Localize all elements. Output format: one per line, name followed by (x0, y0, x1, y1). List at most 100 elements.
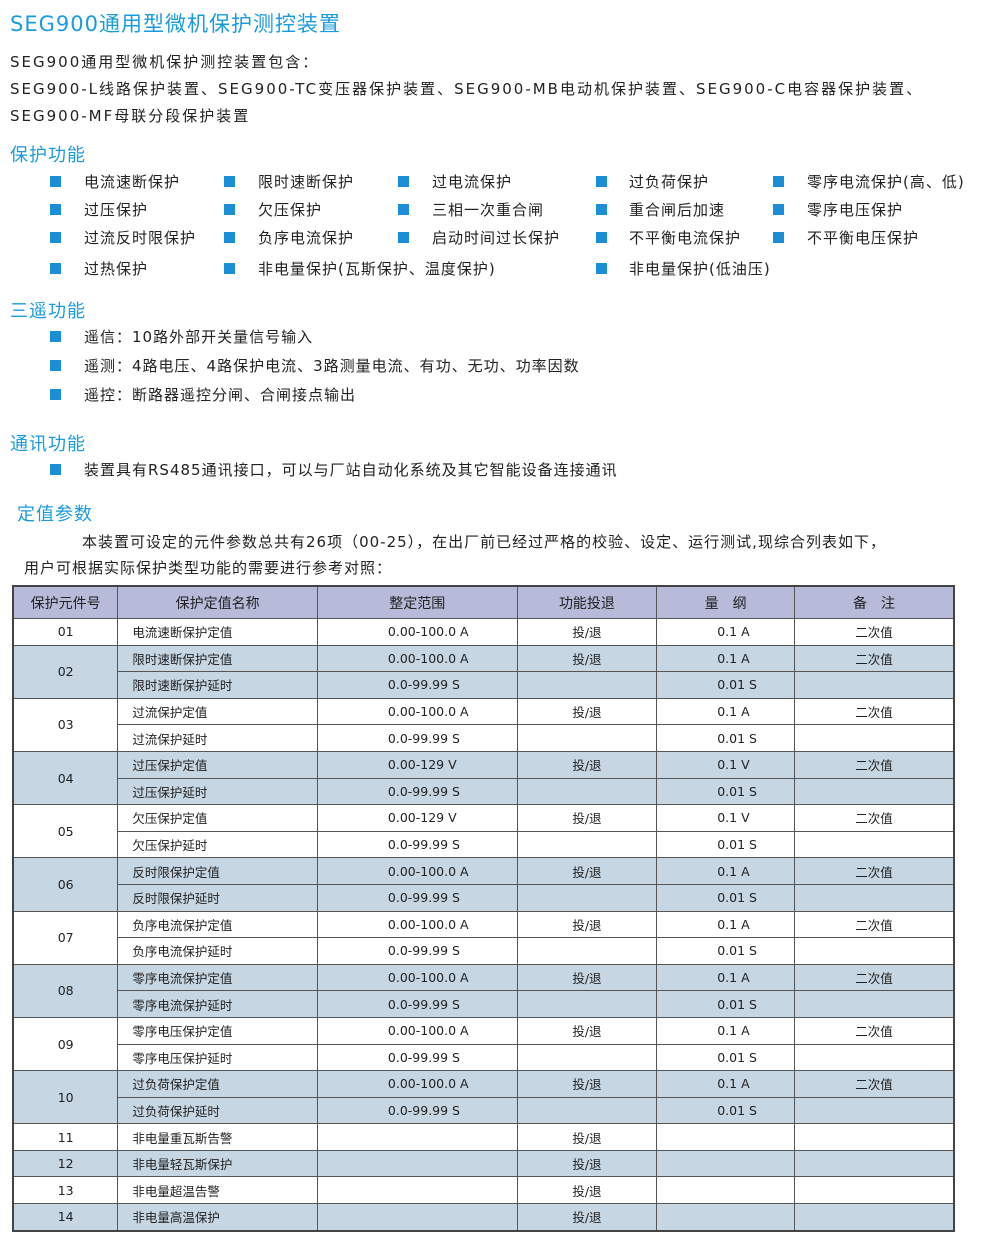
remark: 二次值 (794, 804, 955, 832)
setting-name: 欠压保护延时 (117, 830, 318, 859)
bullet-icon (596, 204, 607, 215)
bullet-icon (224, 204, 235, 215)
unit: 0.1 A (656, 1070, 796, 1098)
unit: 0.01 S (656, 777, 796, 806)
remark (794, 777, 955, 806)
table-row: 04 过压保护定值 0.00-129 V 投/退 0.1 V 二次值 (12, 750, 955, 806)
bullet-icon (596, 232, 607, 243)
remark (794, 671, 955, 699)
setting-name: 欠压保护定值 (117, 804, 318, 832)
element-number: 07 (12, 910, 119, 965)
bullet-icon (224, 176, 235, 187)
bullet-icon (773, 204, 784, 215)
protection-item: 重合闸后加速 (629, 201, 726, 219)
remote-item: 遥控：断路器遥控分闸、合闸接点输出 (84, 386, 357, 404)
protection-item: 非电量保护(瓦斯保护、温度保护) (258, 260, 496, 278)
function-switch (516, 830, 658, 859)
function-switch: 投/退 (516, 750, 658, 779)
setting-range: 0.0-99.99 S (316, 1043, 518, 1072)
table-row: 11 非电量重瓦斯告警 投/退 (12, 1123, 955, 1151)
column-header: 整定范围 (316, 585, 518, 619)
protection-item: 电流速断保护 (84, 173, 181, 191)
protection-item: 不平衡电流保护 (629, 229, 742, 247)
settings-table: 保护元件号 保护定值名称 整定范围 功能投退量 纲备 注 01 电流速断保护定值 0.00… (12, 585, 955, 1232)
column-header: 备 注 (794, 585, 955, 619)
table-row: 10 过负荷保护定值 0.00-100.0 A 投/退 0.1 A 二次值 (12, 1070, 955, 1125)
element-number: 08 (12, 963, 119, 1018)
remark (794, 883, 955, 912)
protection-item: 过负荷保护 (629, 173, 710, 191)
setting-name: 过压保护定值 (117, 750, 318, 779)
unit: 0.01 S (656, 883, 796, 912)
remark (794, 1203, 955, 1232)
setting-range (316, 1149, 518, 1178)
element-number: 03 (12, 697, 119, 752)
intro-line: SEG900-MF母联分段保护装置 (10, 107, 251, 125)
remark: 二次值 (794, 1016, 955, 1045)
setting-name: 过流保护延时 (117, 724, 318, 752)
setting-range (316, 1203, 518, 1232)
bullet-icon (596, 263, 607, 274)
setting-name: 非电量轻瓦斯保护 (117, 1149, 318, 1178)
column-header: 功能投退 (516, 585, 658, 619)
function-switch: 投/退 (516, 618, 658, 646)
table-row: 零序电压保护延时 0.0-99.99 S 0.01 S (13, 1043, 955, 1072)
remark: 二次值 (794, 857, 955, 885)
function-switch: 投/退 (516, 1176, 658, 1205)
remark (794, 724, 955, 752)
table-row: 03 过流保护定值 0.00-100.0 A 投/退 0.1 A 二次值 (12, 697, 955, 752)
setting-range: 0.0-99.99 S (316, 724, 518, 752)
element-number: 01 (12, 618, 119, 646)
remark (794, 1043, 955, 1072)
table-row: 01 电流速断保护定值 0.00-100.0 A 投/退 0.1 A 二次值 (12, 618, 955, 646)
unit: 0.1 A (656, 910, 796, 939)
function-switch (516, 777, 658, 806)
remark: 二次值 (794, 618, 955, 646)
bullet-icon (50, 176, 61, 187)
setting-range: 0.0-99.99 S (316, 1096, 518, 1125)
remark (794, 937, 955, 965)
remark: 二次值 (794, 910, 955, 939)
unit: 0.01 S (656, 1096, 796, 1125)
unit: 0.1 A (656, 618, 796, 646)
bullet-icon (50, 263, 61, 274)
comm-item: 装置具有RS485通讯接口，可以与厂站自动化系统及其它智能设备连接通讯 (84, 461, 618, 479)
unit: 0.01 S (656, 671, 796, 699)
table-row: 负序电流保护延时 0.0-99.99 S 0.01 S (13, 937, 955, 965)
table-row: 过负荷保护延时 0.0-99.99 S 0.01 S (13, 1096, 955, 1125)
remark: 二次值 (794, 697, 955, 726)
table-row: 14 非电量高温保护 投/退 (12, 1203, 955, 1232)
setting-range: 0.00-100.0 A (316, 618, 518, 646)
function-switch (516, 671, 658, 699)
setting-name: 限时速断保护延时 (117, 671, 318, 699)
function-switch (516, 937, 658, 965)
remark (794, 1096, 955, 1125)
table-row: 07 负序电流保护定值 0.00-100.0 A 投/退 0.1 A 二次值 (12, 910, 955, 965)
unit: 0.1 A (656, 1016, 796, 1045)
element-number: 13 (12, 1176, 119, 1205)
setting-range: 0.00-129 V (316, 750, 518, 779)
setting-name: 非电量超温告警 (117, 1176, 318, 1205)
remote-heading: 三遥功能 (10, 301, 86, 322)
function-switch: 投/退 (516, 1016, 658, 1045)
setting-name: 非电量重瓦斯告警 (117, 1123, 318, 1151)
remark (794, 1123, 955, 1151)
element-number: 04 (12, 750, 119, 806)
remark: 二次值 (794, 1070, 955, 1098)
column-header: 量 纲 (656, 585, 796, 619)
setting-range: 0.0-99.99 S (316, 671, 518, 699)
setting-name: 反时限保护定值 (117, 857, 318, 885)
bullet-icon (50, 331, 61, 342)
table-row: 05 欠压保护定值 0.00-129 V 投/退 0.1 V 二次值 (12, 804, 955, 859)
remark (794, 830, 955, 859)
unit: 0.1 V (656, 804, 796, 832)
setting-name: 过负荷保护延时 (117, 1096, 318, 1125)
bullet-icon (50, 204, 61, 215)
bullet-icon (50, 389, 61, 400)
setting-name: 零序电压保护延时 (117, 1043, 318, 1072)
element-number: 09 (12, 1016, 119, 1072)
protection-item: 零序电压保护 (807, 201, 904, 219)
setting-range: 0.00-100.0 A (316, 697, 518, 726)
setting-name: 电流速断保护定值 (117, 618, 318, 646)
bullet-icon (398, 176, 409, 187)
